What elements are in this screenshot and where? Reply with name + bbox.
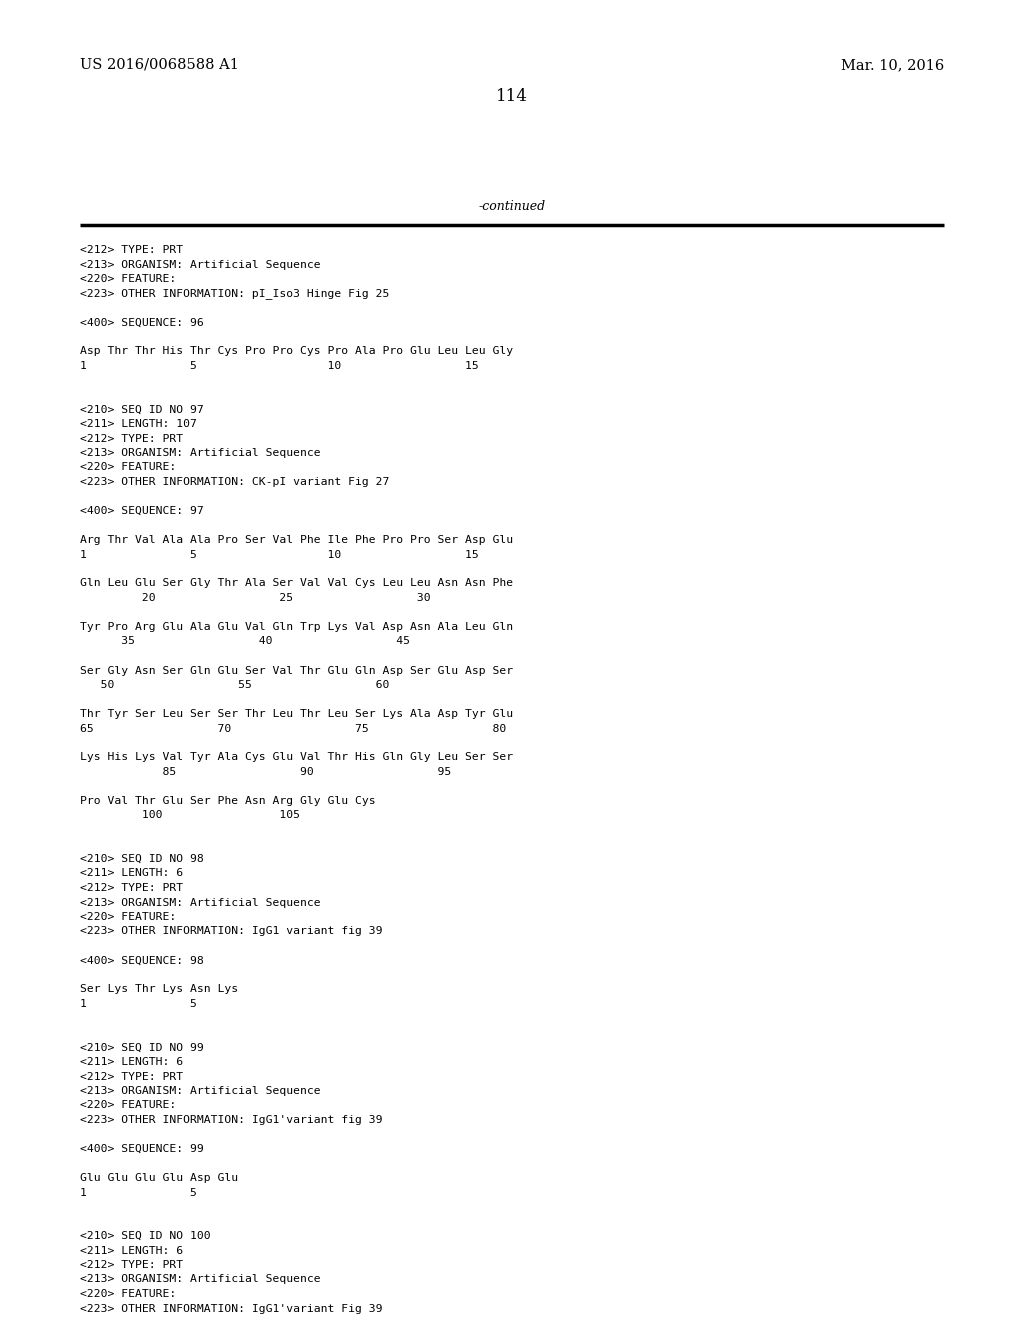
Text: Mar. 10, 2016: Mar. 10, 2016 [841, 58, 944, 73]
Text: Gln Leu Glu Ser Gly Thr Ala Ser Val Val Cys Leu Leu Asn Asn Phe: Gln Leu Glu Ser Gly Thr Ala Ser Val Val … [80, 578, 513, 589]
Text: 85                  90                  95: 85 90 95 [80, 767, 452, 777]
Text: <223> OTHER INFORMATION: pI_Iso3 Hinge Fig 25: <223> OTHER INFORMATION: pI_Iso3 Hinge F… [80, 289, 389, 300]
Text: <220> FEATURE:: <220> FEATURE: [80, 912, 176, 921]
Text: Ser Lys Thr Lys Asn Lys: Ser Lys Thr Lys Asn Lys [80, 985, 239, 994]
Text: <400> SEQUENCE: 97: <400> SEQUENCE: 97 [80, 506, 204, 516]
Text: 100                 105: 100 105 [80, 810, 300, 821]
Text: <212> TYPE: PRT: <212> TYPE: PRT [80, 433, 183, 444]
Text: <223> OTHER INFORMATION: IgG1'variant fig 39: <223> OTHER INFORMATION: IgG1'variant fi… [80, 1115, 383, 1125]
Text: <213> ORGANISM: Artificial Sequence: <213> ORGANISM: Artificial Sequence [80, 898, 321, 908]
Text: <212> TYPE: PRT: <212> TYPE: PRT [80, 246, 183, 255]
Text: 1               5                   10                  15: 1 5 10 15 [80, 549, 479, 560]
Text: 1               5: 1 5 [80, 999, 197, 1008]
Text: <210> SEQ ID NO 100: <210> SEQ ID NO 100 [80, 1232, 211, 1241]
Text: <211> LENGTH: 6: <211> LENGTH: 6 [80, 1246, 183, 1255]
Text: <213> ORGANISM: Artificial Sequence: <213> ORGANISM: Artificial Sequence [80, 260, 321, 269]
Text: <210> SEQ ID NO 98: <210> SEQ ID NO 98 [80, 854, 204, 865]
Text: Asp Thr Thr His Thr Cys Pro Pro Cys Pro Ala Pro Glu Leu Leu Gly: Asp Thr Thr His Thr Cys Pro Pro Cys Pro … [80, 346, 513, 356]
Text: <220> FEATURE:: <220> FEATURE: [80, 275, 176, 284]
Text: <212> TYPE: PRT: <212> TYPE: PRT [80, 883, 183, 894]
Text: <213> ORGANISM: Artificial Sequence: <213> ORGANISM: Artificial Sequence [80, 1086, 321, 1096]
Text: <213> ORGANISM: Artificial Sequence: <213> ORGANISM: Artificial Sequence [80, 1275, 321, 1284]
Text: 1               5                   10                  15: 1 5 10 15 [80, 360, 479, 371]
Text: <212> TYPE: PRT: <212> TYPE: PRT [80, 1261, 183, 1270]
Text: <400> SEQUENCE: 96: <400> SEQUENCE: 96 [80, 318, 204, 327]
Text: <400> SEQUENCE: 98: <400> SEQUENCE: 98 [80, 956, 204, 965]
Text: <210> SEQ ID NO 99: <210> SEQ ID NO 99 [80, 1043, 204, 1052]
Text: <223> OTHER INFORMATION: IgG1'variant Fig 39: <223> OTHER INFORMATION: IgG1'variant Fi… [80, 1304, 383, 1313]
Text: <223> OTHER INFORMATION: IgG1 variant fig 39: <223> OTHER INFORMATION: IgG1 variant fi… [80, 927, 383, 936]
Text: <211> LENGTH: 6: <211> LENGTH: 6 [80, 1057, 183, 1067]
Text: 35                  40                  45: 35 40 45 [80, 636, 410, 647]
Text: -continued: -continued [478, 201, 546, 213]
Text: <220> FEATURE:: <220> FEATURE: [80, 1101, 176, 1110]
Text: <212> TYPE: PRT: <212> TYPE: PRT [80, 1072, 183, 1081]
Text: <211> LENGTH: 107: <211> LENGTH: 107 [80, 418, 197, 429]
Text: <210> SEQ ID NO 97: <210> SEQ ID NO 97 [80, 404, 204, 414]
Text: Glu Glu Glu Glu Asp Glu: Glu Glu Glu Glu Asp Glu [80, 1173, 239, 1183]
Text: Tyr Pro Arg Glu Ala Glu Val Gln Trp Lys Val Asp Asn Ala Leu Gln: Tyr Pro Arg Glu Ala Glu Val Gln Trp Lys … [80, 622, 513, 632]
Text: <400> SEQUENCE: 99: <400> SEQUENCE: 99 [80, 1144, 204, 1154]
Text: Ser Gly Asn Ser Gln Glu Ser Val Thr Glu Gln Asp Ser Glu Asp Ser: Ser Gly Asn Ser Gln Glu Ser Val Thr Glu … [80, 665, 513, 676]
Text: <220> FEATURE:: <220> FEATURE: [80, 1290, 176, 1299]
Text: Thr Tyr Ser Leu Ser Ser Thr Leu Thr Leu Ser Lys Ala Asp Tyr Glu: Thr Tyr Ser Leu Ser Ser Thr Leu Thr Leu … [80, 709, 513, 719]
Text: Pro Val Thr Glu Ser Phe Asn Arg Gly Glu Cys: Pro Val Thr Glu Ser Phe Asn Arg Gly Glu … [80, 796, 376, 807]
Text: 1               5: 1 5 [80, 1188, 197, 1197]
Text: 65                  70                  75                  80: 65 70 75 80 [80, 723, 506, 734]
Text: <213> ORGANISM: Artificial Sequence: <213> ORGANISM: Artificial Sequence [80, 447, 321, 458]
Text: US 2016/0068588 A1: US 2016/0068588 A1 [80, 58, 239, 73]
Text: <223> OTHER INFORMATION: CK-pI variant Fig 27: <223> OTHER INFORMATION: CK-pI variant F… [80, 477, 389, 487]
Text: Lys His Lys Val Tyr Ala Cys Glu Val Thr His Gln Gly Leu Ser Ser: Lys His Lys Val Tyr Ala Cys Glu Val Thr … [80, 752, 513, 763]
Text: 50                  55                  60: 50 55 60 [80, 680, 389, 690]
Text: 20                  25                  30: 20 25 30 [80, 593, 431, 603]
Text: Arg Thr Val Ala Ala Pro Ser Val Phe Ile Phe Pro Pro Ser Asp Glu: Arg Thr Val Ala Ala Pro Ser Val Phe Ile … [80, 535, 513, 545]
Text: <211> LENGTH: 6: <211> LENGTH: 6 [80, 869, 183, 879]
Text: <220> FEATURE:: <220> FEATURE: [80, 462, 176, 473]
Text: 114: 114 [496, 88, 528, 106]
